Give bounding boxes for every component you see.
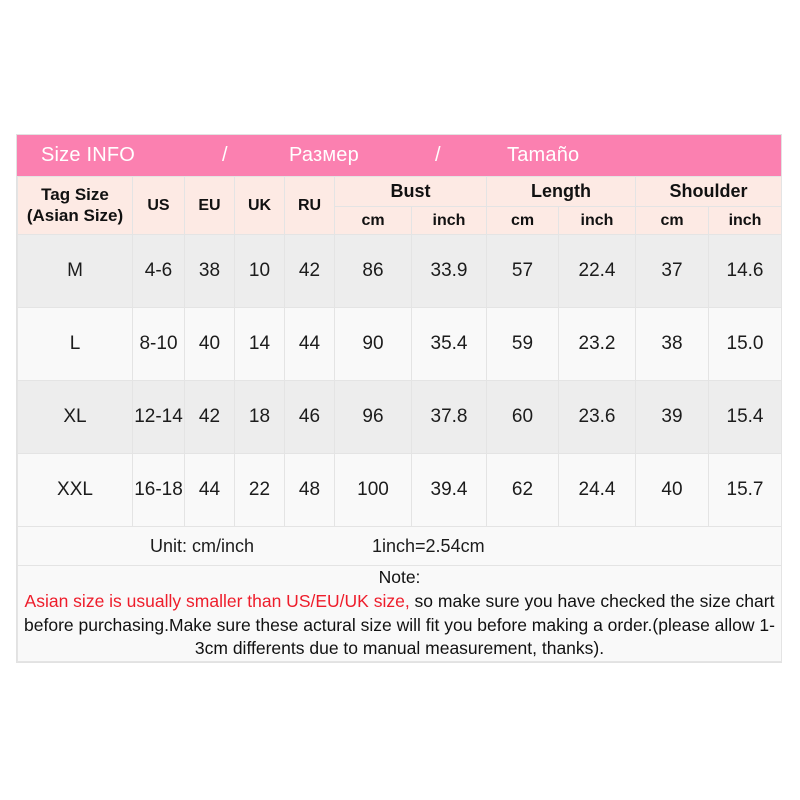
cell-length-inch: 23.2 bbox=[558, 307, 636, 381]
cell-shoulder-inch: 15.4 bbox=[707, 380, 783, 454]
cell-bust-cm: 90 bbox=[334, 307, 412, 381]
header-uk: UK bbox=[234, 176, 285, 235]
table-row: XL 12-14 42 18 46 96 37.8 60 23.6 39 15.… bbox=[17, 380, 783, 454]
cell-tag-size: XL bbox=[17, 380, 133, 454]
unit-cell: Unit: cm/inch 1inch=2.54cm bbox=[16, 526, 783, 566]
size-table: Tag Size (Asian Size) US EU UK RU Bust L… bbox=[16, 176, 783, 663]
header-us: US bbox=[132, 176, 185, 235]
cell-shoulder-inch: 14.6 bbox=[707, 234, 783, 308]
cell-tag-size: M bbox=[17, 234, 133, 308]
cell-length-cm: 57 bbox=[486, 234, 559, 308]
unit-row: Unit: cm/inch 1inch=2.54cm bbox=[16, 526, 783, 566]
header-tag-size-line1: Tag Size bbox=[41, 185, 109, 205]
header-bust: Bust bbox=[334, 176, 487, 207]
table-row: M 4-6 38 10 42 86 33.9 57 22.4 37 14.6 bbox=[17, 234, 783, 308]
note-block: Note: Asian size is usually smaller than… bbox=[18, 566, 781, 661]
banner-title-spanish: Tamaño bbox=[507, 144, 580, 166]
banner-separator-1: / bbox=[222, 144, 228, 166]
cell-tag-size: L bbox=[17, 307, 133, 381]
cell-shoulder-inch: 15.7 bbox=[707, 453, 783, 527]
cell-bust-cm: 100 bbox=[334, 453, 412, 527]
note-body: so make sure you have checked the size c… bbox=[24, 590, 775, 659]
cell-length-inch: 24.4 bbox=[558, 453, 636, 527]
cell-shoulder-cm: 39 bbox=[635, 380, 709, 454]
cell-bust-inch: 39.4 bbox=[411, 453, 487, 527]
cell-bust-inch: 33.9 bbox=[411, 234, 487, 308]
size-info-banner: Size INFO / Размер / Tamaño bbox=[17, 135, 781, 176]
cell-uk: 18 bbox=[234, 380, 285, 454]
header-ru: RU bbox=[284, 176, 335, 235]
cell-eu: 44 bbox=[184, 453, 235, 527]
cell-uk: 10 bbox=[234, 234, 285, 308]
cell-uk: 14 bbox=[234, 307, 285, 381]
note-highlight: Asian size is usually smaller than US/EU… bbox=[24, 590, 410, 611]
table-row: L 8-10 40 14 44 90 35.4 59 23.2 38 15.0 bbox=[17, 307, 783, 381]
header-bust-inch: inch bbox=[411, 206, 487, 235]
cell-length-inch: 22.4 bbox=[558, 234, 636, 308]
header-length-cm: cm bbox=[486, 206, 559, 235]
unit-label: Unit: cm/inch bbox=[149, 535, 255, 556]
cell-ru: 42 bbox=[284, 234, 335, 308]
cell-length-cm: 62 bbox=[486, 453, 559, 527]
cell-length-cm: 60 bbox=[486, 380, 559, 454]
note-cell: Note: Asian size is usually smaller than… bbox=[16, 564, 783, 663]
cell-shoulder-cm: 37 bbox=[635, 234, 709, 308]
cell-us: 12-14 bbox=[132, 380, 185, 454]
cell-uk: 22 bbox=[234, 453, 285, 527]
cell-shoulder-cm: 40 bbox=[635, 453, 709, 527]
header-length: Length bbox=[486, 176, 636, 207]
cell-us: 16-18 bbox=[132, 453, 185, 527]
cell-eu: 40 bbox=[184, 307, 235, 381]
cell-bust-cm: 86 bbox=[334, 234, 412, 308]
banner-title-russian: Размер bbox=[289, 144, 359, 166]
table-header-row-secondary: cm inch cm inch cm inch bbox=[18, 206, 783, 235]
table-header-row-primary: Tag Size (Asian Size) US EU UK RU Bust L… bbox=[17, 176, 783, 235]
cell-ru: 44 bbox=[284, 307, 335, 381]
cell-us: 4-6 bbox=[132, 234, 185, 308]
header-length-inch: inch bbox=[558, 206, 636, 235]
note-row: Note: Asian size is usually smaller than… bbox=[16, 564, 783, 663]
cell-bust-inch: 35.4 bbox=[411, 307, 487, 381]
header-shoulder-inch: inch bbox=[707, 206, 783, 235]
cell-shoulder-cm: 38 bbox=[635, 307, 709, 381]
cell-length-cm: 59 bbox=[486, 307, 559, 381]
header-bust-cm: cm bbox=[334, 206, 412, 235]
cell-us: 8-10 bbox=[132, 307, 185, 381]
header-shoulder-cm: cm bbox=[635, 206, 709, 235]
cell-eu: 42 bbox=[184, 380, 235, 454]
banner-title-english: Size INFO bbox=[41, 144, 136, 166]
cell-bust-cm: 96 bbox=[334, 380, 412, 454]
cell-bust-inch: 37.8 bbox=[411, 380, 487, 454]
size-table-head: Tag Size (Asian Size) US EU UK RU Bust L… bbox=[17, 176, 783, 235]
header-shoulder: Shoulder bbox=[634, 176, 783, 207]
cell-eu: 38 bbox=[184, 234, 235, 308]
note-label: Note: bbox=[378, 567, 421, 587]
unit-conversion: 1inch=2.54cm bbox=[372, 535, 485, 556]
cell-length-inch: 23.6 bbox=[558, 380, 636, 454]
size-table-body: M 4-6 38 10 42 86 33.9 57 22.4 37 14.6 L… bbox=[16, 234, 783, 663]
banner-separator-2: / bbox=[435, 144, 441, 166]
header-eu: EU bbox=[184, 176, 235, 235]
header-tag-size-line2: (Asian Size) bbox=[26, 205, 124, 225]
size-chart-container: Size INFO / Размер / Tamaño bbox=[16, 134, 783, 664]
cell-shoulder-inch: 15.0 bbox=[707, 307, 783, 381]
table-row: XXL 16-18 44 22 48 100 39.4 62 24.4 40 1… bbox=[17, 453, 783, 527]
cell-ru: 46 bbox=[284, 380, 335, 454]
cell-ru: 48 bbox=[284, 453, 335, 527]
cell-tag-size: XXL bbox=[17, 453, 133, 527]
header-tag-size: Tag Size (Asian Size) bbox=[17, 176, 133, 235]
